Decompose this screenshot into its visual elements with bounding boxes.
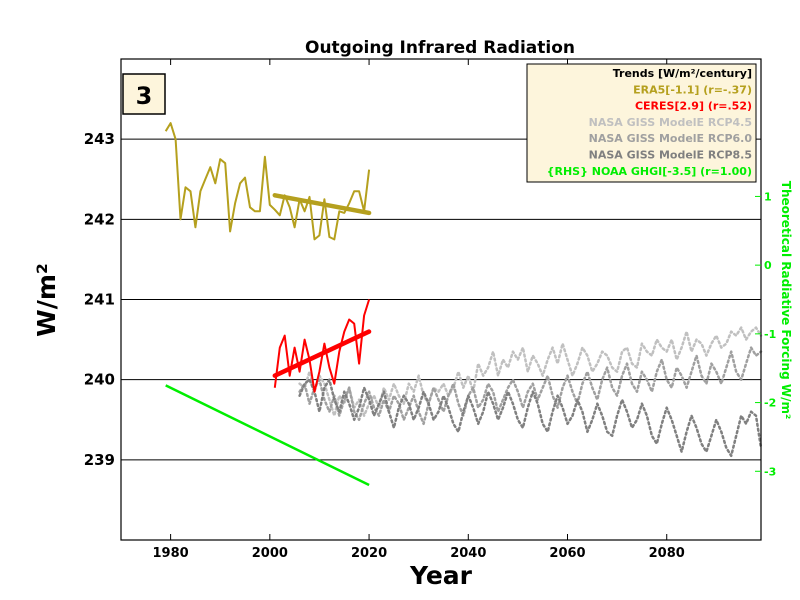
series-layer [164, 122, 763, 487]
legend-entry: {RHS} NOAA GHGI[-3.5] (r=1.00) [547, 165, 752, 178]
x-tick-label: 2080 [649, 546, 685, 561]
panel-badge-number: 3 [136, 82, 153, 110]
y2-tick-label: -1 [764, 328, 776, 341]
legend-box [526, 63, 757, 183]
grid-lines [121, 138, 761, 461]
x-tick-label: 2020 [351, 546, 387, 561]
legend-entry: NASA GISS ModelE RCP4.5 [589, 116, 752, 129]
y2-axis-ticks: -3 -2 -1 0 1 [755, 190, 776, 478]
x-axis-label: Year [409, 561, 473, 590]
y-axis-ticks: 239 240 241 242 243 [84, 130, 115, 469]
trend-line-era5 [272, 193, 372, 216]
x-axis-ticks: 1980 2000 2020 2040 2060 2080 [153, 59, 685, 561]
y2-tick-label: -2 [764, 397, 776, 410]
series-line-rcp60 [298, 346, 763, 426]
chart-title: Outgoing Infrared Radiation [305, 38, 575, 58]
legend-entry: NASA GISS ModelE RCP8.5 [589, 149, 752, 162]
series-line-ghgi [165, 384, 370, 487]
legend: Trends [W/m²/century] ERA5[-1.1] (r=-.37)… [526, 63, 757, 183]
y-tick-label: 239 [84, 451, 115, 469]
y-tick-label: 242 [84, 210, 115, 228]
legend-entries: Trends [W/m²/century] ERA5[-1.1] (r=-.37)… [547, 67, 753, 178]
trend-line-ceres [272, 329, 372, 378]
x-tick-label: 1980 [153, 546, 189, 561]
plot-frame [120, 58, 762, 541]
series-line-rcp45 [298, 326, 763, 417]
legend-entry: Trends [W/m²/century] [613, 67, 752, 80]
series-line-rcp85 [298, 378, 763, 458]
y-axis-label: W/m² [32, 263, 61, 337]
panel-badge: 3 [122, 73, 166, 115]
y2-tick-label: 1 [764, 190, 772, 203]
x-tick-label: 2060 [549, 546, 585, 561]
x-tick-label: 2000 [252, 546, 288, 561]
legend-entry: ERA5[-1.1] (r=-.37) [633, 83, 752, 96]
y2-axis-label: Theoretical Radiative Forcing W/m² [779, 181, 793, 419]
y-tick-label: 240 [84, 371, 115, 389]
y2-tick-label: 0 [764, 259, 772, 272]
x-tick-label: 2040 [450, 546, 486, 561]
legend-entry: NASA GISS ModelE RCP6.0 [589, 132, 753, 145]
y2-tick-label: -3 [764, 465, 776, 478]
y-tick-label: 243 [84, 130, 115, 148]
y-tick-label: 241 [84, 291, 115, 309]
series-line-ceres [273, 299, 371, 393]
panel-badge-box [122, 73, 166, 115]
series-line-era5 [164, 122, 371, 241]
legend-entry: CERES[2.9] (r=.52) [635, 100, 752, 113]
